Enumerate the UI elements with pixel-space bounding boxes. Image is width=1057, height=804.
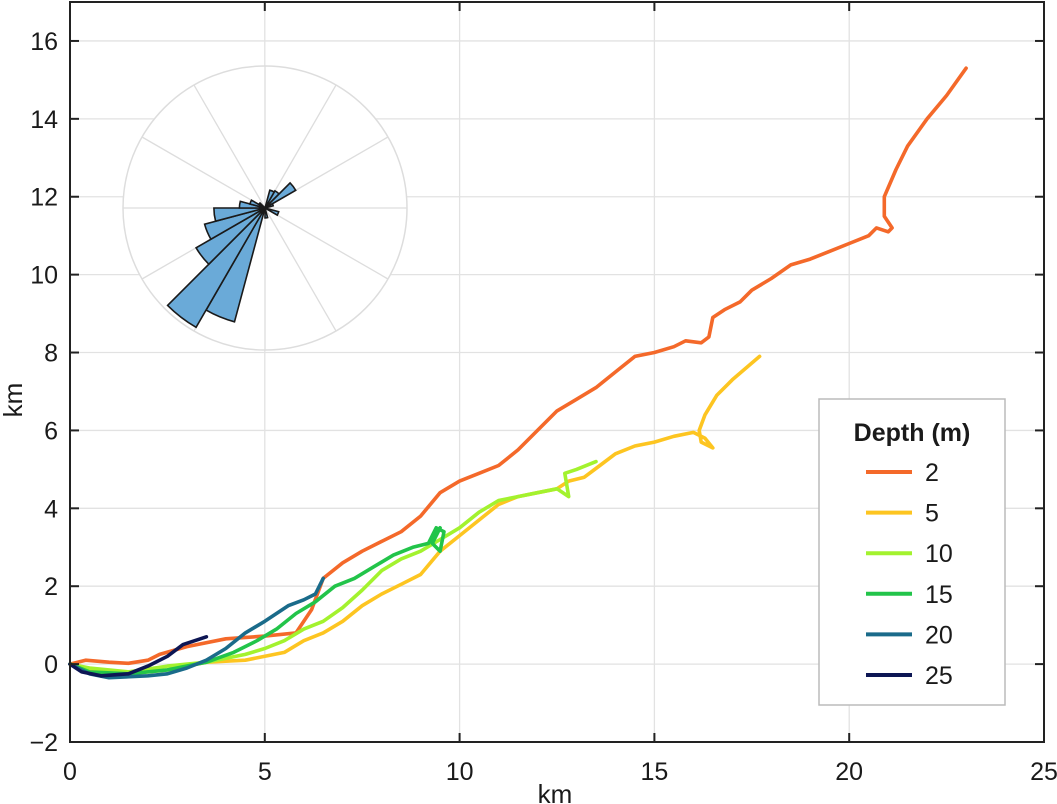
legend-label-depth-25: 25 <box>925 662 953 690</box>
y-tick-label: 12 <box>30 184 58 212</box>
rose-wedge-2 <box>195 207 266 266</box>
rose-spoke-120 <box>264 207 389 280</box>
rose-wedge-4 <box>213 207 266 223</box>
series-line-depth-20 <box>68 576 325 680</box>
y-tick-label: 10 <box>30 262 58 290</box>
rose-wedge-11 <box>264 207 280 217</box>
x-axis-label: km <box>538 779 573 804</box>
rose-wedge-3 <box>203 207 266 241</box>
x-tick-label: 25 <box>1030 758 1057 786</box>
rose-spoke-150 <box>264 207 337 332</box>
legend-label-depth-10: 10 <box>925 540 953 568</box>
legend-label-depth-5: 5 <box>925 500 939 528</box>
series-line-depth-25 <box>68 635 209 678</box>
y-tick-label: 0 <box>44 651 58 679</box>
y-tick-label: 8 <box>44 340 58 368</box>
rose-wedge-13 <box>264 207 269 219</box>
rose-spoke-300 <box>141 136 266 209</box>
y-tick-label: 4 <box>44 495 58 523</box>
series-lines <box>68 66 968 680</box>
y-axis-label: km <box>0 383 28 418</box>
rose-spoke-30 <box>264 84 337 209</box>
series-line-depth-5 <box>68 354 762 676</box>
legend-label-depth-2: 2 <box>925 459 939 487</box>
legend-title: Depth (m) <box>854 419 971 447</box>
series-line-depth-10 <box>68 459 598 674</box>
legend-label-depth-20: 20 <box>925 621 953 649</box>
rose-wedge-1 <box>166 207 266 329</box>
y-tick-label: 2 <box>44 573 58 601</box>
rose-wedge-12 <box>257 201 266 209</box>
x-tick-label: 15 <box>640 758 668 786</box>
y-tick-label: 14 <box>30 106 58 134</box>
y-tick-label: −2 <box>29 729 58 757</box>
y-tick-label: 6 <box>44 417 58 445</box>
y-tick-label: 16 <box>30 28 58 56</box>
rose-wedge-9 <box>264 189 276 209</box>
inset-rose-plot <box>122 65 408 351</box>
x-tick-label: 10 <box>446 758 474 786</box>
rose-wedge-8 <box>264 181 297 209</box>
x-tick-label: 0 <box>63 758 77 786</box>
x-tick-label: 5 <box>258 758 272 786</box>
plot-frame <box>69 1 1045 743</box>
rose-wedge-10 <box>264 202 275 209</box>
rose-spoke-330 <box>193 84 266 209</box>
series-line-depth-15 <box>68 526 446 676</box>
series-line-depth-2 <box>68 66 968 666</box>
x-tick-label: 20 <box>835 758 863 786</box>
legend-label-depth-15: 15 <box>925 581 953 609</box>
